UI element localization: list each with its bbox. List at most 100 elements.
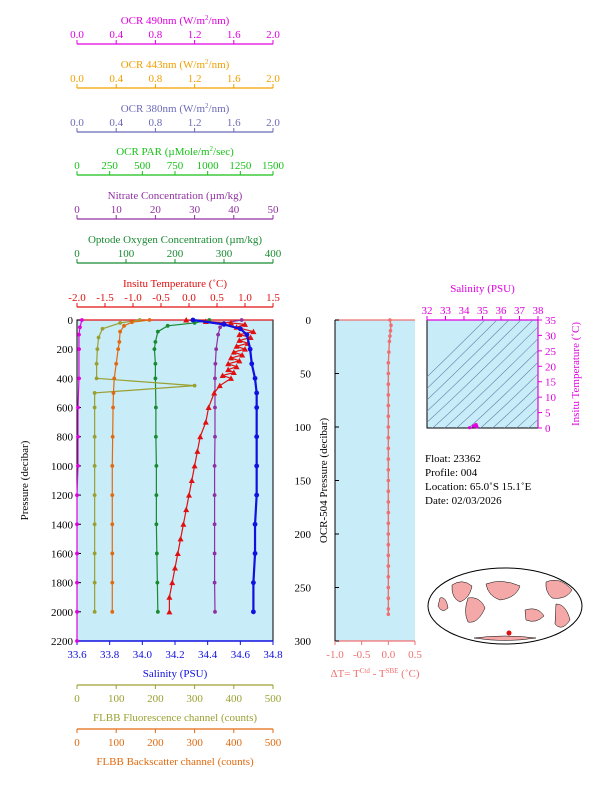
oxygen-point	[154, 551, 159, 556]
density-contour-line	[528, 419, 538, 428]
delta-pressure-tick-label: 250	[295, 583, 312, 595]
par-tick-label: 750	[167, 160, 184, 172]
delta-pressure-tick-label: 200	[295, 529, 312, 541]
theta-s-y-tick-label: 10	[545, 392, 557, 404]
oxygen-point	[154, 464, 159, 468]
fluorescence-point	[94, 376, 99, 381]
temperature-point	[236, 357, 243, 364]
salinity-point	[251, 580, 256, 586]
temperature-point	[225, 360, 232, 367]
delta-point	[386, 393, 391, 397]
delta-point	[388, 318, 392, 322]
ocr380-tick-label: 0.4	[109, 117, 123, 129]
ocr490-tick-label: 1.6	[227, 29, 241, 41]
density-contour-line	[427, 320, 534, 423]
fluorescence-point	[92, 434, 97, 439]
par-axis-title: OCR PAR (µMole/m2/sec)	[116, 145, 234, 158]
nitrate-point	[213, 405, 217, 410]
ocr490-point	[75, 522, 79, 527]
temperature-point	[180, 521, 187, 527]
salinity-point	[251, 609, 256, 615]
fluorescence-point	[92, 391, 97, 395]
delta-point	[386, 457, 391, 461]
pressure-axis-title: Pressure (decibar)	[19, 440, 31, 520]
temperature-point	[236, 331, 243, 338]
date-text: Date: 02/03/2026	[425, 495, 502, 507]
delta-x-tick-label: 0.0	[381, 649, 395, 661]
temperature-tick-label: 1.5	[266, 292, 280, 304]
oxygen-point	[153, 339, 158, 344]
ocr490-point	[77, 347, 81, 352]
pressure-tick-label: 1400	[51, 519, 74, 531]
temperature-tick-label: 0.5	[210, 292, 224, 304]
temperature-point	[230, 369, 237, 376]
ocr490-point	[76, 405, 80, 410]
nitrate-point	[212, 464, 217, 468]
delta-point	[386, 596, 391, 600]
salinity-point	[252, 551, 258, 556]
salinity-point	[244, 332, 250, 337]
ocr380-tick-label: 0.0	[70, 117, 84, 129]
world-map-inset	[427, 567, 583, 645]
location-text: Location: 65.0˚S 15.1˚E	[425, 481, 532, 493]
temperature-tick-label: -2.0	[68, 292, 86, 304]
temperature-point	[183, 317, 190, 323]
ocr443-tick-label: 2.0	[266, 73, 280, 85]
oxygen-line	[153, 319, 210, 612]
delta-pressure-tick-label: 150	[295, 476, 312, 488]
fluorescence-tick-label: 500	[265, 693, 282, 705]
delta-point	[388, 334, 392, 338]
backscatter-point	[110, 580, 115, 585]
pressure-tick-label: 1200	[51, 490, 74, 502]
fluorescence-axis-title: FLBB Fluorescence channel (counts)	[93, 712, 257, 724]
ocr490-point	[78, 325, 82, 330]
oxygen-point	[152, 347, 157, 352]
nitrate-point	[214, 347, 219, 352]
delta-pressure-tick-label: 300	[295, 636, 312, 648]
fluorescence-point	[94, 361, 99, 366]
nitrate-tick-label: 0	[74, 204, 80, 216]
theta-s-y-tick-label: 15	[545, 377, 557, 389]
oxygen-point	[155, 609, 160, 614]
backscatter-axis-title: FLBB Backscatter channel (counts)	[96, 756, 254, 768]
temperature-point	[233, 343, 240, 349]
ocr380-tick-label: 0.8	[149, 117, 163, 129]
salinity-point	[254, 390, 260, 396]
backscatter-point	[111, 391, 116, 395]
ocr443-axis-title: OCR 443nm (W/m2/nm)	[121, 58, 230, 71]
oxygen-point	[153, 434, 158, 439]
delta-point	[386, 510, 391, 515]
backscatter-point	[129, 320, 134, 325]
delta-point	[386, 478, 391, 483]
delta-point	[386, 532, 391, 536]
oxygen-tick-label: 0	[74, 248, 80, 260]
fluorescence-point	[192, 383, 197, 388]
ocr490-tick-label: 0.0	[70, 29, 84, 41]
theta-s-x-tick-label: 34	[459, 305, 471, 317]
nitrate-point	[212, 551, 217, 556]
temperature-point	[197, 433, 204, 440]
fluorescence-tick-label: 200	[147, 693, 164, 705]
ocr380-axis-title: OCR 380nm (W/m2/nm)	[121, 102, 230, 115]
ocr490-point	[75, 551, 79, 556]
map-landmass	[545, 580, 573, 599]
temperature-point	[169, 579, 176, 586]
nitrate-point	[218, 325, 222, 330]
par-tick-label: 0	[74, 160, 80, 172]
density-contour-line	[427, 320, 498, 389]
salinity-point	[237, 326, 243, 332]
temperature-point	[186, 492, 192, 498]
temperature-tick-label: -0.5	[152, 292, 170, 304]
map-landmass	[554, 603, 571, 628]
ocr490-line	[76, 319, 83, 641]
density-contour-line	[444, 338, 538, 428]
ocr490-point	[80, 318, 84, 322]
delta-point	[386, 612, 391, 617]
delta-point	[386, 371, 391, 376]
ocr443-tick-label: 1.2	[188, 73, 202, 85]
backscatter-point	[118, 329, 123, 334]
temperature-point	[247, 334, 254, 341]
theta-s-y-tick-label: 20	[545, 361, 557, 373]
temperature-point	[242, 346, 248, 352]
